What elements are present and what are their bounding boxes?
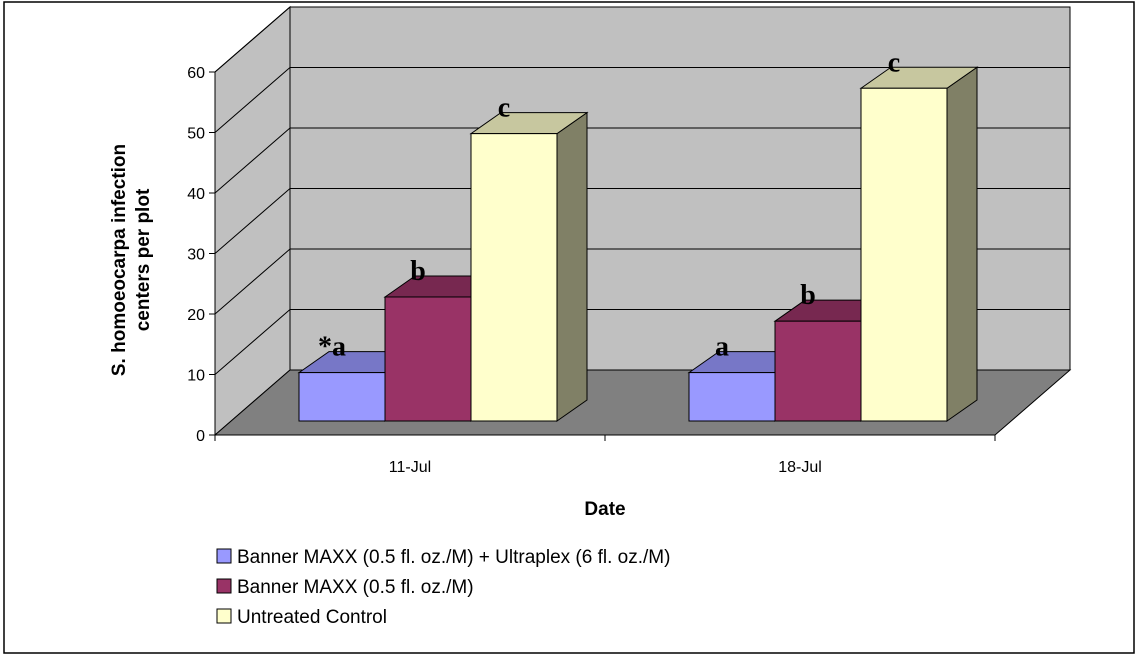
y-tick-label: 20 <box>187 307 205 324</box>
x-tick-label: 11-Jul <box>389 459 431 476</box>
y-tick-label: 40 <box>187 186 205 203</box>
bar-significance-label: c <box>888 47 900 78</box>
legend-swatch <box>216 548 232 564</box>
gridline-60 <box>214 6 1070 73</box>
bar <box>469 111 589 422</box>
y-tick-label: 60 <box>187 65 205 82</box>
gridline-40 <box>214 127 1070 194</box>
gridline-30 <box>214 188 1070 254</box>
bar-front <box>470 133 558 422</box>
legend-swatch <box>216 608 232 624</box>
x-axis-title: Date <box>584 499 625 520</box>
bar-front <box>688 372 776 422</box>
legend: Banner MAXX (0.5 fl. oz./M) + Ultraplex … <box>216 547 670 628</box>
y-tick-label: 50 <box>187 126 205 143</box>
bar-significance-label: b <box>800 280 816 311</box>
bar-front <box>860 87 948 422</box>
bar-significance-label: *a <box>318 332 346 363</box>
bar-significance-label: c <box>498 93 510 124</box>
gridline-20 <box>214 248 1070 315</box>
bar-side <box>946 66 978 422</box>
y-axis-title: S. homoeocarpa infection centers per plo… <box>109 144 154 376</box>
x-tick-labels: 11-Jul 18-Jul <box>389 459 822 476</box>
bar-side <box>556 111 588 422</box>
gridline-50 <box>214 67 1070 133</box>
bar-front <box>774 320 862 422</box>
y-axis-title-line-2: centers per plot <box>133 188 154 331</box>
bar-significance-label: b <box>410 256 426 287</box>
legend-swatch <box>216 578 232 594</box>
legend-entry: Banner MAXX (0.5 fl. oz./M) <box>237 577 474 598</box>
x-tick-label: 18-Jul <box>778 459 822 476</box>
y-tick-labels: 0 10 20 30 40 50 60 <box>187 65 205 445</box>
legend-entry: Untreated Control <box>237 607 387 628</box>
y-axis-title-line-1: S. homoeocarpa infection <box>109 144 130 376</box>
y-tick-label: 10 <box>187 368 205 385</box>
bars <box>297 66 979 422</box>
y-tick-label: 30 <box>187 247 205 264</box>
legend-entry: Banner MAXX (0.5 fl. oz./M) + Ultraplex … <box>237 547 670 568</box>
y-tick-label: 0 <box>196 428 205 445</box>
bar-significance-label: a <box>715 332 729 363</box>
bar-front <box>298 372 386 422</box>
axes <box>209 71 996 441</box>
bar-front <box>384 296 472 422</box>
bar <box>859 66 979 422</box>
bar-labels: *a b c a b c <box>318 47 900 362</box>
